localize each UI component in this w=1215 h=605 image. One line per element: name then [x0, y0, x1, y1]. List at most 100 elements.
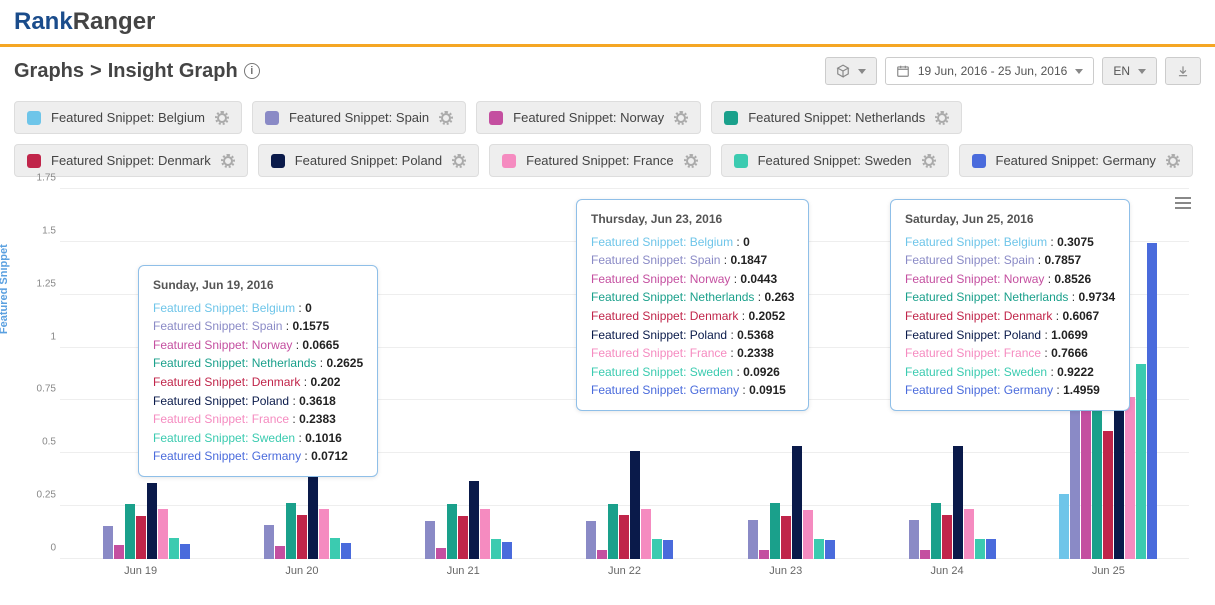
- x-tick-label: Jun 24: [866, 565, 1027, 577]
- bar[interactable]: [330, 538, 340, 559]
- caret-icon: [1075, 69, 1083, 74]
- bar[interactable]: [986, 539, 996, 559]
- tooltip-row: Featured Snippet: Norway : 0.0443: [591, 270, 794, 289]
- gear-icon[interactable]: [674, 111, 688, 125]
- bar[interactable]: [909, 520, 919, 559]
- gear-icon[interactable]: [215, 111, 229, 125]
- bar[interactable]: [931, 503, 941, 559]
- bar[interactable]: [469, 481, 479, 559]
- bar[interactable]: [297, 515, 307, 559]
- gear-icon[interactable]: [1166, 154, 1180, 168]
- bar[interactable]: [180, 544, 190, 559]
- bar[interactable]: [136, 516, 146, 559]
- y-tick-label: 1.75: [30, 173, 56, 184]
- bar[interactable]: [114, 545, 124, 559]
- chart-wrap: Featured Snippet 00.250.50.7511.251.51.7…: [0, 183, 1215, 563]
- bar[interactable]: [953, 446, 963, 559]
- series-chip[interactable]: Featured Snippet: Spain: [252, 101, 466, 134]
- bar[interactable]: [341, 543, 351, 559]
- download-button[interactable]: [1165, 57, 1201, 85]
- x-tick-label: Jun 19: [60, 565, 221, 577]
- gear-icon[interactable]: [922, 154, 936, 168]
- bar[interactable]: [1059, 494, 1069, 559]
- bar[interactable]: [748, 520, 758, 559]
- chip-label: Featured Snippet: Belgium: [51, 110, 205, 125]
- bar[interactable]: [630, 451, 640, 559]
- date-range-picker[interactable]: 19 Jun, 2016 - 25 Jun, 2016: [885, 57, 1094, 85]
- series-chip[interactable]: Featured Snippet: Belgium: [14, 101, 242, 134]
- gear-icon[interactable]: [221, 154, 235, 168]
- bar[interactable]: [964, 509, 974, 559]
- gear-icon[interactable]: [452, 154, 466, 168]
- series-chip[interactable]: Featured Snippet: Sweden: [721, 144, 949, 177]
- bar[interactable]: [425, 521, 435, 559]
- series-chip[interactable]: Featured Snippet: Norway: [476, 101, 701, 134]
- series-chip[interactable]: Featured Snippet: Germany: [959, 144, 1193, 177]
- series-chip[interactable]: Featured Snippet: France: [489, 144, 710, 177]
- bar[interactable]: [502, 542, 512, 559]
- color-swatch: [271, 154, 285, 168]
- lang-picker[interactable]: EN: [1102, 57, 1157, 85]
- bar[interactable]: [825, 540, 835, 559]
- bar[interactable]: [158, 509, 168, 559]
- lang-label: EN: [1113, 64, 1130, 78]
- bar[interactable]: [641, 509, 651, 559]
- bar[interactable]: [770, 503, 780, 559]
- tooltip-row: Featured Snippet: France : 0.7666: [905, 344, 1115, 363]
- bar[interactable]: [1125, 397, 1135, 559]
- x-tick-label: Jun 22: [544, 565, 705, 577]
- bar[interactable]: [814, 539, 824, 559]
- tooltip: Saturday, Jun 25, 2016Featured Snippet: …: [890, 199, 1130, 411]
- bar[interactable]: [1147, 243, 1157, 559]
- bar[interactable]: [169, 538, 179, 559]
- caret-icon: [1138, 69, 1146, 74]
- tooltip-row: Featured Snippet: Norway : 0.8526: [905, 270, 1115, 289]
- tooltip-row: Featured Snippet: Spain : 0.1847: [591, 251, 794, 270]
- info-icon[interactable]: i: [244, 63, 260, 79]
- chip-label: Featured Snippet: Spain: [289, 110, 429, 125]
- bar[interactable]: [308, 470, 318, 559]
- bar[interactable]: [275, 546, 285, 559]
- logo-part1: Rank: [14, 8, 73, 35]
- bar[interactable]: [447, 504, 457, 559]
- bar[interactable]: [663, 540, 673, 559]
- bar[interactable]: [942, 515, 952, 559]
- cube-button[interactable]: [825, 57, 877, 85]
- bar[interactable]: [586, 521, 596, 559]
- date-range-label: 19 Jun, 2016 - 25 Jun, 2016: [918, 64, 1067, 78]
- gear-icon[interactable]: [439, 111, 453, 125]
- y-tick-label: 0.75: [30, 384, 56, 395]
- bar[interactable]: [147, 483, 157, 559]
- gear-icon[interactable]: [935, 111, 949, 125]
- color-swatch: [972, 154, 986, 168]
- bar[interactable]: [608, 504, 618, 559]
- gear-icon[interactable]: [684, 154, 698, 168]
- bar[interactable]: [103, 526, 113, 559]
- bar[interactable]: [1070, 393, 1080, 559]
- series-chip[interactable]: Featured Snippet: Poland: [258, 144, 479, 177]
- bar[interactable]: [1103, 431, 1113, 559]
- bar[interactable]: [319, 509, 329, 559]
- bar[interactable]: [759, 550, 769, 559]
- bar[interactable]: [1136, 364, 1146, 559]
- bar[interactable]: [619, 515, 629, 559]
- calendar-icon: [896, 64, 910, 78]
- bar[interactable]: [491, 539, 501, 559]
- bar[interactable]: [920, 550, 930, 560]
- series-chip[interactable]: Featured Snippet: Netherlands: [711, 101, 962, 134]
- bar[interactable]: [652, 539, 662, 559]
- bar[interactable]: [792, 446, 802, 559]
- bar[interactable]: [125, 504, 135, 560]
- bar[interactable]: [781, 516, 791, 559]
- bar[interactable]: [458, 516, 468, 559]
- bar[interactable]: [597, 550, 607, 560]
- tooltip-row: Featured Snippet: Germany : 1.4959: [905, 381, 1115, 400]
- bar[interactable]: [264, 525, 274, 559]
- bar[interactable]: [803, 510, 813, 559]
- tooltip-row: Featured Snippet: Sweden : 0.0926: [591, 363, 794, 382]
- tooltip-row: Featured Snippet: Poland : 0.5368: [591, 326, 794, 345]
- bar[interactable]: [975, 539, 985, 559]
- bar[interactable]: [480, 509, 490, 559]
- bar[interactable]: [436, 548, 446, 559]
- bar[interactable]: [286, 503, 296, 559]
